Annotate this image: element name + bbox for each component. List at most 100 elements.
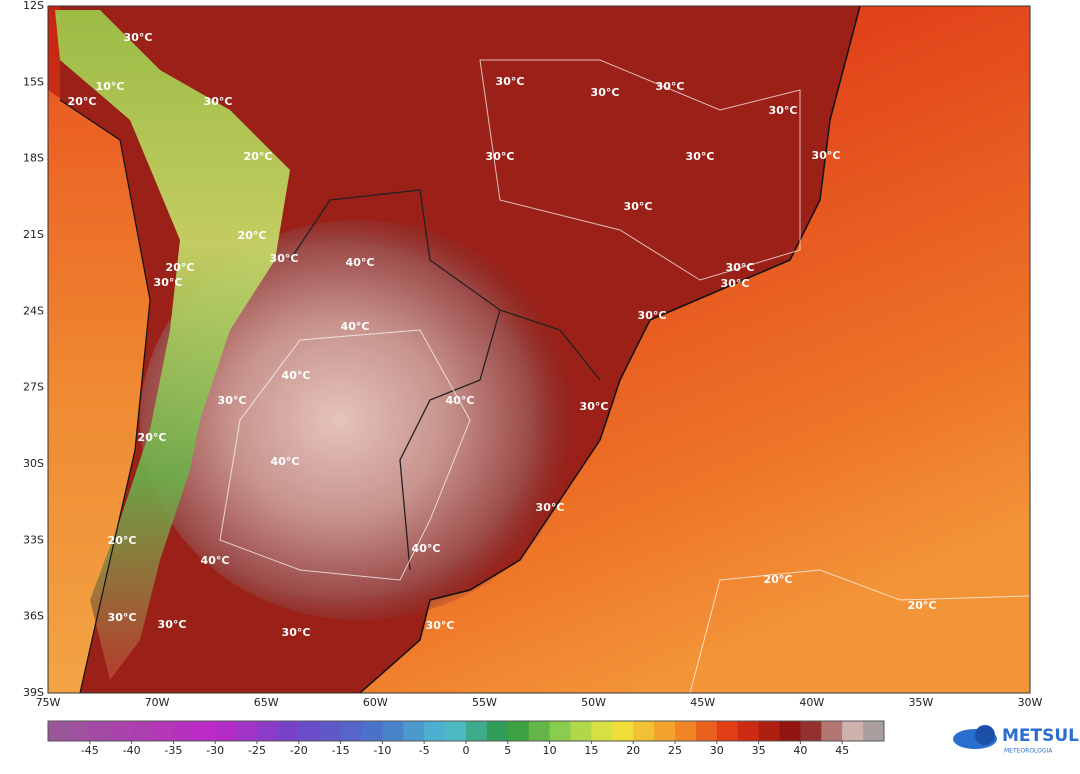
colorbar-cell [737, 721, 760, 741]
contour [689, 569, 1031, 694]
contour-label: 30°C [426, 619, 455, 632]
contour-label: 30°C [154, 276, 183, 289]
colorbar-cell [403, 721, 425, 741]
colorbar-tick-label: 30 [710, 744, 724, 757]
colorbar-tick-label: -15 [332, 744, 350, 757]
lon-label: 75W [36, 696, 61, 709]
map-frame [47, 5, 1031, 694]
lat-label: 36S [23, 610, 44, 623]
andes [55, 10, 290, 680]
contour-label: 30°C [158, 618, 187, 631]
lon-label: 35W [908, 696, 933, 709]
logo-name: METSUL [1002, 726, 1079, 746]
colorbar-cell [863, 721, 885, 741]
contour-label: 40°C [271, 455, 300, 468]
colorbar-tick-label: -35 [164, 744, 182, 757]
colorbar-cell [48, 721, 70, 741]
colorbar-cell [173, 721, 195, 741]
colorbar-cell [654, 721, 676, 741]
lon-label: 40W [799, 696, 824, 709]
colorbar-cell [382, 721, 404, 741]
colorbar-tick-label: -5 [419, 744, 430, 757]
colorbar-cell [298, 721, 321, 741]
colorbar-tick-label: 15 [584, 744, 598, 757]
contour-label: 20°C [138, 431, 167, 444]
lat-label: 21S [23, 228, 44, 241]
colorbar-tick-label: -40 [123, 744, 141, 757]
colorbar-cell [68, 721, 91, 741]
contour-label: 30°C [496, 75, 525, 88]
contour-label: 30°C [591, 86, 620, 99]
contour-label: 30°C [721, 277, 750, 290]
contour-label: 30°C [580, 400, 609, 413]
coastline [359, 5, 861, 694]
lat-label: 15S [23, 75, 44, 88]
colorbar-cell [89, 721, 112, 741]
contour-label: 40°C [282, 369, 311, 382]
lon-label: 55W [472, 696, 497, 709]
contour-label: 30°C [218, 394, 247, 407]
lat-label: 27S [23, 381, 44, 394]
colorbar-cell [486, 721, 509, 741]
colorbar-tick-label: 5 [504, 744, 511, 757]
contour-label: 40°C [412, 542, 441, 555]
colorbar-cell [507, 721, 530, 741]
contour-label: 40°C [446, 394, 475, 407]
colorbar-cell [612, 721, 634, 741]
lat-label: 39S [23, 686, 44, 699]
contour-label: 30°C [638, 309, 667, 322]
contour [479, 59, 801, 281]
colorbar-cell [194, 721, 216, 741]
colorbar-tick-label: 40 [793, 744, 807, 757]
contour [219, 329, 471, 581]
contour-label: 30°C [812, 149, 841, 162]
lon-label: 45W [690, 696, 715, 709]
colorbar-cell [821, 721, 843, 741]
colorbar-cell [277, 721, 300, 741]
logo-tagline: METEOROLOGIA [1004, 748, 1053, 755]
colorbar-tick-label: -30 [206, 744, 224, 757]
contour-label: 40°C [201, 554, 230, 567]
colorbar-tick-label: -10 [373, 744, 391, 757]
contour-label: 20°C [68, 95, 97, 108]
contour-label: 20°C [764, 573, 793, 586]
colorbar-cell [716, 721, 739, 741]
colorbar-cell [633, 721, 655, 741]
colorbar-cell [591, 721, 613, 741]
colorbar-cell [800, 721, 822, 741]
colorbar-cell [695, 721, 718, 741]
contour-label: 20°C [908, 599, 937, 612]
colorbar-cell [215, 721, 237, 741]
lat-label: 12S [23, 0, 44, 12]
contour-label: 30°C [726, 261, 755, 274]
lat-label: 24S [23, 304, 44, 317]
logo: METSUL METEOROLOGIA [953, 725, 1079, 755]
logo-icon [975, 725, 995, 745]
colorbar-cell [131, 721, 153, 741]
colorbar-cell [361, 721, 383, 741]
contour-label: 20°C [238, 229, 267, 242]
colorbar-tick-label: -45 [81, 744, 99, 757]
contour-label: 30°C [656, 80, 685, 93]
lon-label: 30W [1018, 696, 1043, 709]
colorbar-cell [236, 721, 258, 741]
colorbar-cell [549, 721, 571, 741]
contour-label: 20°C [166, 261, 195, 274]
map [47, 5, 1031, 694]
colorbar-cell [842, 721, 864, 741]
colorbar-tick-label: 0 [463, 744, 470, 757]
contour-label: 30°C [282, 626, 311, 639]
lat-label: 18S [23, 152, 44, 165]
contour-label: 20°C [244, 150, 273, 163]
colorbar-cell [675, 721, 697, 741]
lat-label: 30S [23, 457, 44, 470]
colorbar-cell [445, 721, 467, 741]
contour-label: 40°C [341, 320, 370, 333]
colorbar-tick-label: 10 [543, 744, 557, 757]
colorbar-cell [424, 721, 446, 741]
colorbar: -45 -40 -35 -30 -25 -20 -15 -10 -5 0 5 10 15 20 25 30 35… [47, 720, 885, 757]
colorbar-cell [257, 721, 279, 741]
heat-area [140, 220, 580, 620]
colorbar-cell [110, 721, 133, 741]
